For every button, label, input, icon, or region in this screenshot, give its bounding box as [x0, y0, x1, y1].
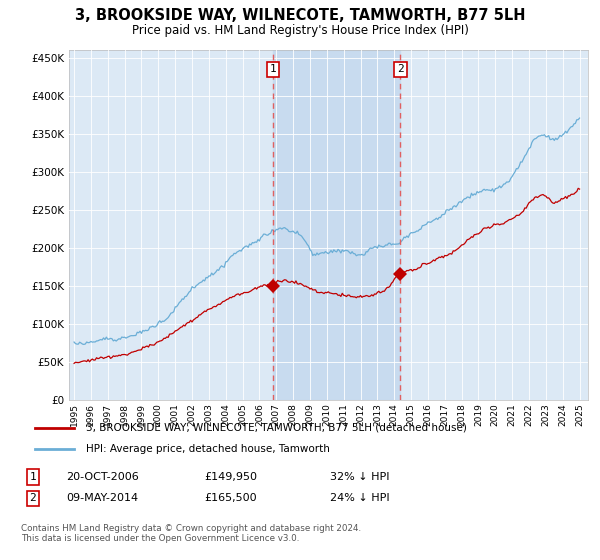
Text: 1: 1 [269, 64, 276, 74]
Text: HPI: Average price, detached house, Tamworth: HPI: Average price, detached house, Tamw… [86, 444, 329, 454]
Text: 3, BROOKSIDE WAY, WILNECOTE, TAMWORTH, B77 5LH (detached house): 3, BROOKSIDE WAY, WILNECOTE, TAMWORTH, B… [86, 423, 467, 433]
Text: 09-MAY-2014: 09-MAY-2014 [66, 493, 138, 503]
Text: 1: 1 [29, 472, 37, 482]
Text: £165,500: £165,500 [204, 493, 257, 503]
Text: 2: 2 [397, 64, 404, 74]
Text: £149,950: £149,950 [204, 472, 257, 482]
Text: 2: 2 [29, 493, 37, 503]
Text: Price paid vs. HM Land Registry's House Price Index (HPI): Price paid vs. HM Land Registry's House … [131, 24, 469, 36]
Bar [273, 50, 400, 400]
Text: 24% ↓ HPI: 24% ↓ HPI [330, 493, 389, 503]
Text: 32% ↓ HPI: 32% ↓ HPI [330, 472, 389, 482]
Text: 20-OCT-2006: 20-OCT-2006 [66, 472, 139, 482]
Text: Contains HM Land Registry data © Crown copyright and database right 2024.
This d: Contains HM Land Registry data © Crown c… [21, 524, 361, 543]
Text: 3, BROOKSIDE WAY, WILNECOTE, TAMWORTH, B77 5LH: 3, BROOKSIDE WAY, WILNECOTE, TAMWORTH, B… [75, 8, 525, 24]
